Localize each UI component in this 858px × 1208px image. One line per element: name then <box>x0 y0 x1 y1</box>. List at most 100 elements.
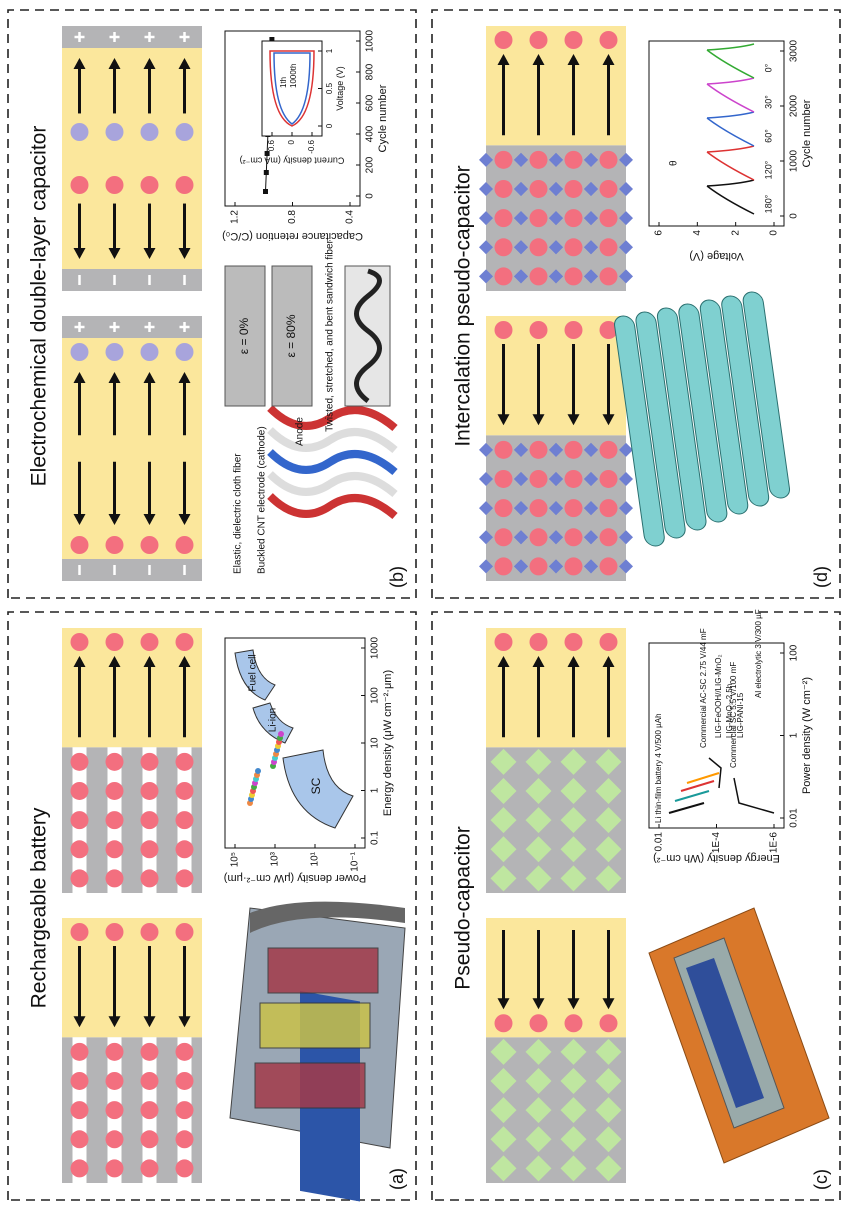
panel-title: Pseudo-capacitor <box>452 826 475 989</box>
ion <box>71 176 89 194</box>
electrode <box>62 559 202 581</box>
fiber-label: Elastic, dielectric cloth fiber <box>233 453 244 574</box>
data-point <box>255 768 261 774</box>
ion <box>106 1101 124 1119</box>
ion <box>141 869 159 887</box>
ion <box>530 499 548 517</box>
ion <box>495 441 513 459</box>
ion <box>71 1159 89 1177</box>
figure-body: Rechargeable battery(a)0.1110100100010⁻¹… <box>8 10 840 1201</box>
ion <box>600 209 618 227</box>
ion <box>530 267 548 285</box>
y-tick-label: 6 <box>654 230 665 236</box>
ion <box>600 267 618 285</box>
ion <box>530 31 548 49</box>
x-axis-label: Power density (W cm⁻²) <box>801 677 813 794</box>
ion <box>565 151 583 169</box>
ion <box>141 176 159 194</box>
ion <box>106 811 124 829</box>
annotation: Li-ion <box>268 708 279 732</box>
ion <box>495 238 513 256</box>
ion <box>176 1043 194 1061</box>
ion <box>565 633 583 651</box>
annotation: Al electrolytic 3 V/300 µF <box>754 609 763 698</box>
panel: Intercalation pseudo-capacitor(d)0100020… <box>432 10 840 598</box>
ion <box>530 470 548 488</box>
ion <box>495 470 513 488</box>
ion <box>565 499 583 517</box>
ion <box>495 633 513 651</box>
ion <box>495 180 513 198</box>
ion <box>565 441 583 459</box>
ion <box>530 321 548 339</box>
fiber-strand <box>270 452 395 472</box>
ion <box>530 557 548 575</box>
ion <box>71 123 89 141</box>
electrode <box>62 269 202 291</box>
ion <box>530 180 548 198</box>
ion <box>600 31 618 49</box>
legend-entry: LIG-PANI-15 <box>736 692 745 738</box>
ion <box>600 633 618 651</box>
ion <box>141 633 159 651</box>
x-tick-label: 1000 <box>365 29 376 52</box>
ion <box>176 753 194 771</box>
ion <box>495 267 513 285</box>
ion <box>71 633 89 651</box>
ion <box>106 923 124 941</box>
ion <box>495 31 513 49</box>
y-tick-label: 0.4 <box>345 210 356 224</box>
ion <box>106 633 124 651</box>
ion <box>495 1014 513 1032</box>
ion <box>176 536 194 554</box>
ion <box>565 528 583 546</box>
ion <box>495 151 513 169</box>
ion <box>106 1072 124 1090</box>
ion <box>565 470 583 488</box>
ion <box>141 923 159 941</box>
ion <box>141 753 159 771</box>
x-axis-label: Cycle number <box>377 84 389 152</box>
fiber-strand <box>270 430 395 450</box>
ion <box>106 1043 124 1061</box>
annotation: 0° <box>763 63 773 72</box>
annotation: 180° <box>763 194 773 213</box>
ion <box>495 321 513 339</box>
electrode-block <box>268 948 378 993</box>
y-axis-label: Capacitance retention (C/C₀) <box>222 230 363 242</box>
y-tick-label: 10³ <box>270 851 281 866</box>
ion <box>176 1159 194 1177</box>
ion <box>176 811 194 829</box>
ion <box>141 1130 159 1148</box>
ion <box>495 528 513 546</box>
ion <box>141 840 159 858</box>
x-tick-label: 600 <box>365 94 376 111</box>
ion <box>565 321 583 339</box>
annotation: 60° <box>763 129 773 143</box>
ion <box>176 923 194 941</box>
ion <box>106 176 124 194</box>
ion <box>106 869 124 887</box>
x-tick-label: 400 <box>365 125 376 142</box>
ion <box>530 441 548 459</box>
ion <box>71 869 89 887</box>
ion <box>71 811 89 829</box>
ion <box>495 209 513 227</box>
ion <box>71 343 89 361</box>
ion <box>530 151 548 169</box>
y-axis-label: Voltage (V) <box>689 250 743 262</box>
ion <box>565 267 583 285</box>
panel: Electrochemical double-layer capacitor(b… <box>8 10 416 598</box>
ion <box>565 209 583 227</box>
y-tick-label: 0.01 <box>654 832 665 852</box>
ion <box>141 536 159 554</box>
ion <box>141 1159 159 1177</box>
photo-label: ε = 0% <box>237 317 251 354</box>
annotation: θ <box>669 160 680 166</box>
fiber-strand <box>270 474 395 494</box>
ion <box>565 1014 583 1032</box>
ion <box>106 782 124 800</box>
ion <box>600 441 618 459</box>
x-tick-label: 0 <box>325 123 334 128</box>
ion <box>600 151 618 169</box>
